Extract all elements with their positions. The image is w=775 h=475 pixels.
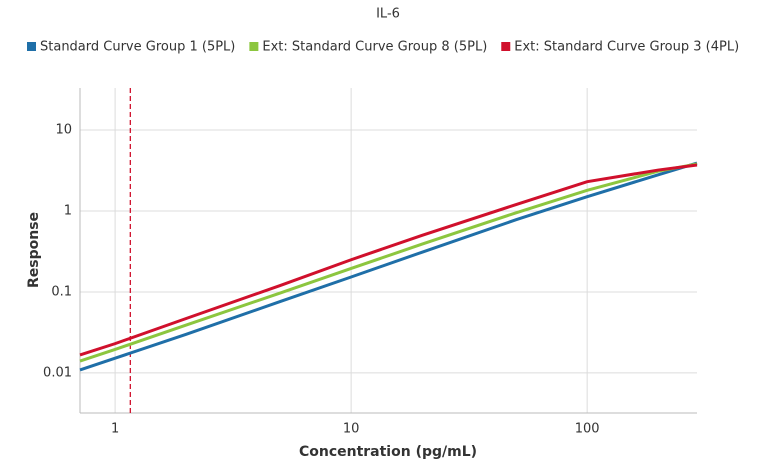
x-tick-label: 100 xyxy=(575,422,600,437)
y-tick-label: 1 xyxy=(64,203,72,218)
legend-marker xyxy=(501,42,511,51)
x-tick-label: 1 xyxy=(111,422,119,437)
series-line xyxy=(79,163,698,357)
legend-marker xyxy=(249,42,259,51)
x-axis-title: Concentration (pg/mL) xyxy=(299,444,477,460)
y-tick-label: 0.01 xyxy=(43,365,72,380)
legend-label: Standard Curve Group 1 (5PL) xyxy=(40,40,235,55)
y-tick-label: 10 xyxy=(55,122,72,137)
series-line xyxy=(79,161,698,372)
y-tick-label: 0.1 xyxy=(51,284,72,299)
legend-label: Ext: Standard Curve Group 3 (4PL) xyxy=(514,40,739,55)
series-line xyxy=(79,162,698,363)
x-tick-label: 10 xyxy=(343,422,360,437)
plot-area xyxy=(80,88,697,413)
legend-marker xyxy=(27,42,36,51)
legend-label: Ext: Standard Curve Group 8 (5PL) xyxy=(262,40,487,55)
chart-title: IL-6 xyxy=(376,7,400,22)
y-axis-title: Response xyxy=(26,212,42,288)
